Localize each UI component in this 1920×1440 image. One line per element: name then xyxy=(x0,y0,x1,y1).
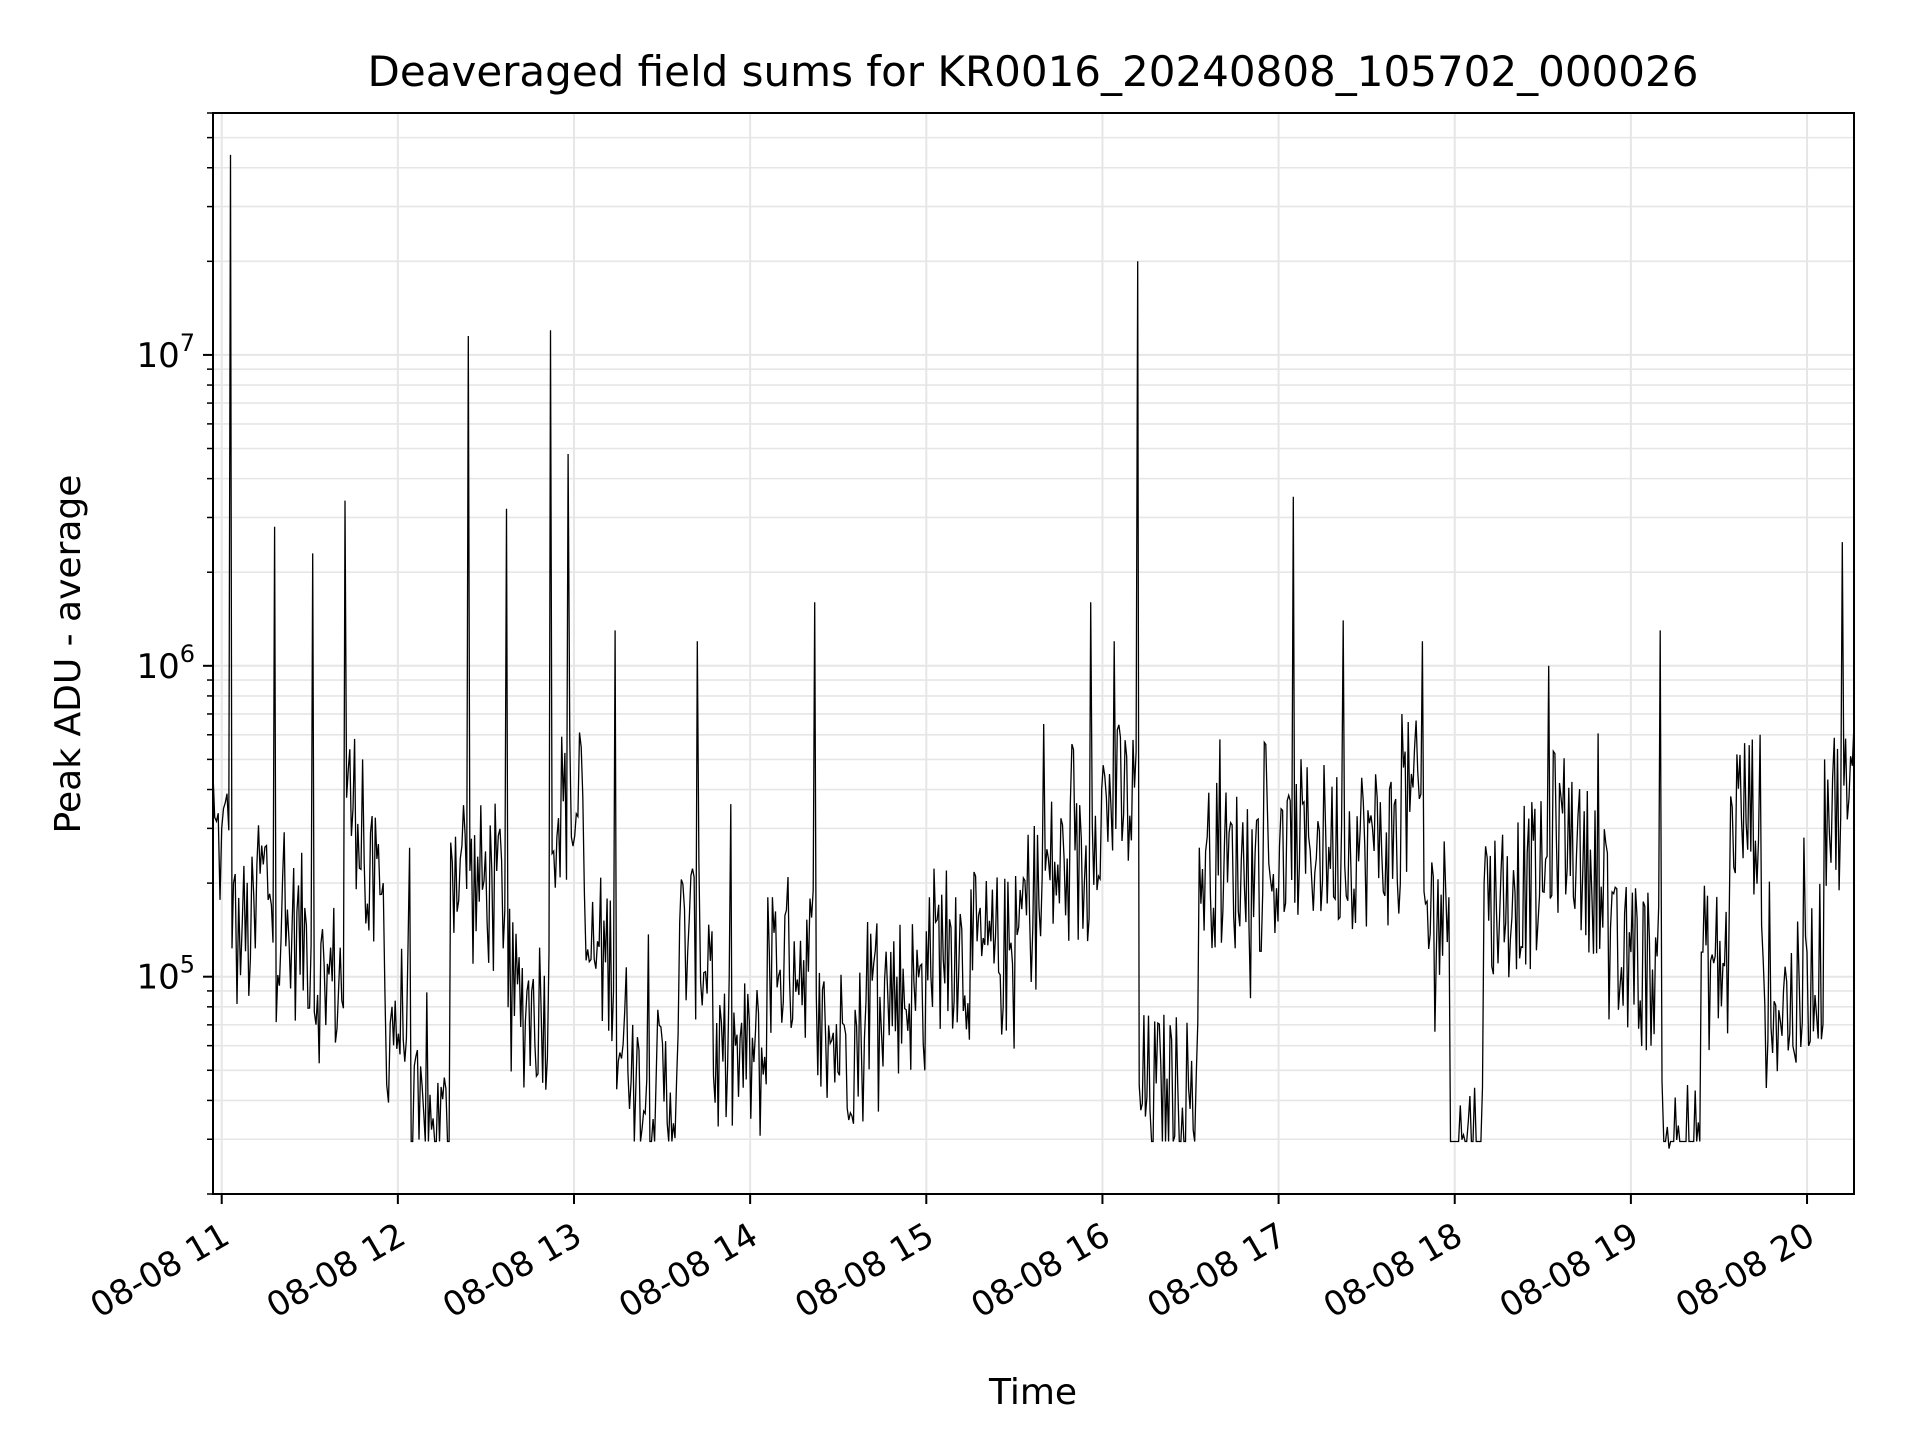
plot-area xyxy=(213,154,1854,1149)
plot-frame xyxy=(212,112,1855,1195)
x-axis-label: Time xyxy=(988,1372,1077,1413)
chart-title: Deaveraged field sums for KR0016_2024080… xyxy=(368,47,1699,96)
y-tick-label: 105 xyxy=(136,951,195,998)
y-axis: 105 106 107 xyxy=(136,112,213,1195)
series-line xyxy=(213,154,1854,1149)
y-tick-label: 107 xyxy=(136,329,195,376)
y-axis-label: Peak ADU - average xyxy=(48,475,89,834)
grid xyxy=(213,112,1854,1195)
y-tick-label: 106 xyxy=(136,640,195,687)
